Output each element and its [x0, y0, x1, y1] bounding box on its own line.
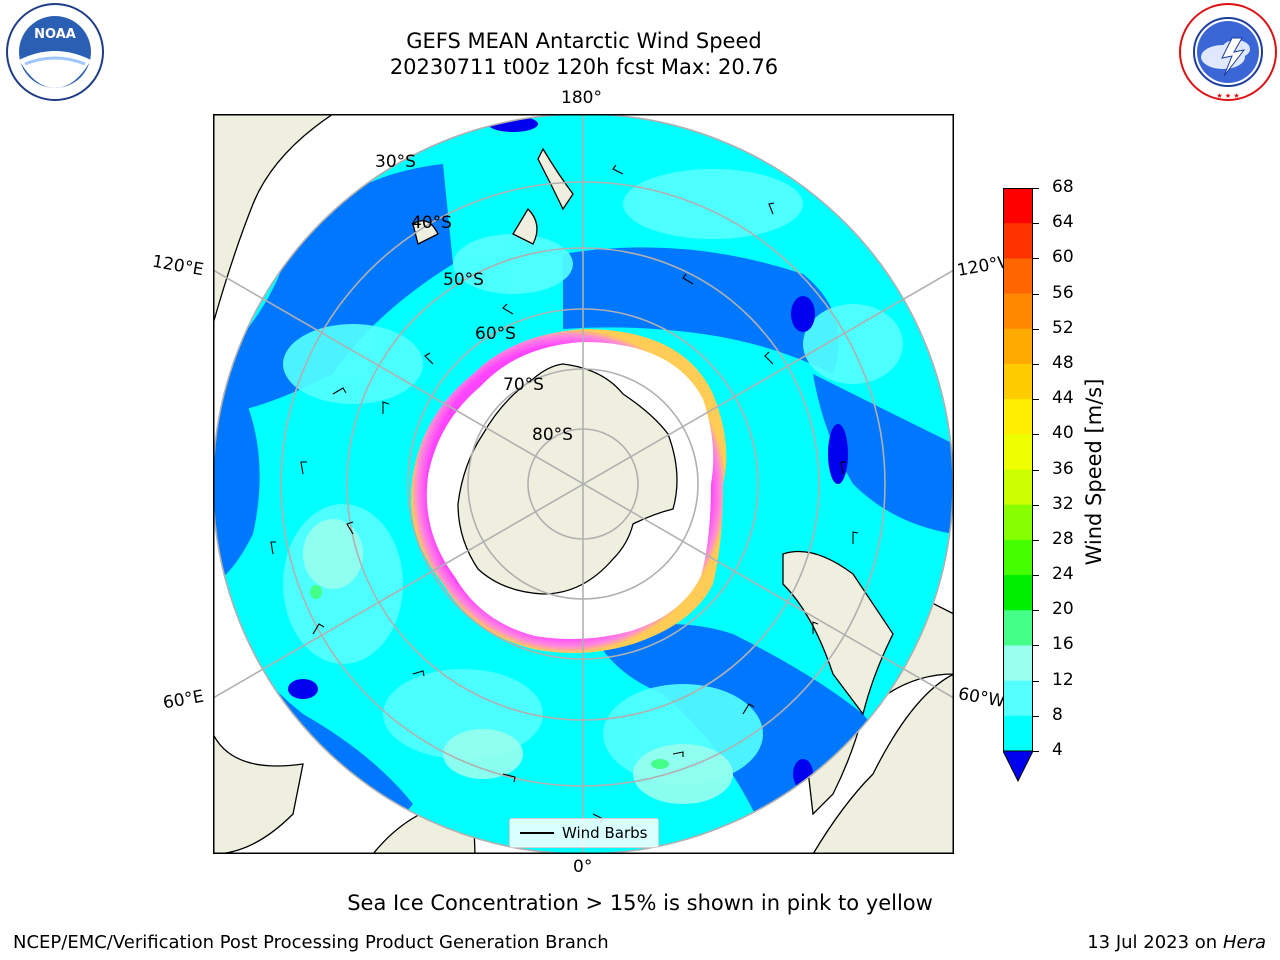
- colorbar-tick: [1033, 399, 1039, 401]
- lat-label-60s: 60°S: [475, 324, 516, 344]
- colorbar-tick-label: 32: [1052, 493, 1074, 514]
- colorbar-tick-label: 36: [1052, 458, 1074, 479]
- noaa-logo: NOAA: [5, 2, 105, 102]
- polar-map: 30°S 40°S 50°S 60°S 70°S 80°S Wind Barbs: [212, 113, 955, 855]
- legend-line: [520, 832, 554, 834]
- colorbar-tick-label: 12: [1052, 669, 1074, 690]
- colorbar-band: [1003, 469, 1033, 506]
- noaa-logo-text: NOAA: [34, 27, 76, 42]
- land-patch: [213, 114, 335, 325]
- lat-label-30s: 30°S: [375, 152, 416, 172]
- colorbar-tick-label: 60: [1052, 247, 1074, 268]
- colorbar-tick-label: 28: [1052, 528, 1074, 549]
- colorbar-tick-label: 20: [1052, 599, 1074, 620]
- colorbar-tick: [1033, 715, 1039, 717]
- sea-ice-note: Sea Ice Concentration > 15% is shown in …: [347, 891, 933, 915]
- colorbar-band: [1003, 328, 1033, 365]
- colorbar-band: [1003, 363, 1033, 400]
- colorbar-band: [1003, 399, 1033, 435]
- colorbar-tick-label: 4: [1052, 740, 1063, 760]
- colorbar-tick: [1033, 293, 1039, 295]
- svg-text:★ ★ ★: ★ ★ ★: [1216, 92, 1239, 100]
- colorbar-tick-label: 8: [1052, 704, 1063, 725]
- colorbar-tick: [1033, 258, 1039, 260]
- colorbar-tick-label: 64: [1052, 212, 1074, 233]
- colorbar-band: [1003, 539, 1033, 576]
- colorbar-tick: [1033, 434, 1039, 436]
- colorbar-band: [1003, 293, 1033, 330]
- lat-label-80s: 80°S: [532, 425, 573, 445]
- colorbar-tick-label: 16: [1052, 634, 1074, 655]
- colorbar-band: [1003, 223, 1033, 259]
- footer-date-text: 13 Jul 2023 on: [1087, 932, 1223, 953]
- colorbar-tick: [1033, 504, 1039, 506]
- antarctica-land: [457, 363, 678, 595]
- colorbar-band: [1003, 645, 1033, 682]
- colorbar-tick-label: 56: [1052, 282, 1074, 303]
- lat-label-40s: 40°S: [411, 213, 452, 233]
- colorbar-tick: [1033, 645, 1039, 647]
- footer-date: 13 Jul 2023 on Hera: [1087, 932, 1266, 953]
- colorbar-tick: [1033, 751, 1039, 752]
- colorbar-band: [1003, 680, 1033, 717]
- colorbar-band: [1003, 610, 1033, 646]
- wind-barbs: [270, 164, 859, 824]
- chart-title-line2: 20230711 t00z 120h fcst Max: 20.76: [389, 55, 779, 79]
- chart-title-line1: GEFS MEAN Antarctic Wind Speed: [406, 29, 762, 53]
- colorbar-band: [1003, 575, 1033, 611]
- colorbar-tick-label: 48: [1052, 352, 1074, 373]
- colorbar-band: [1003, 434, 1033, 470]
- colorbar-tick-label: 52: [1052, 317, 1074, 338]
- nws-logo: ★ ★ ★: [1178, 2, 1278, 102]
- lon-label-60e: 60°E: [161, 686, 206, 714]
- lat-label-70s: 70°S: [503, 375, 544, 395]
- colorbar-tick-label: 24: [1052, 564, 1074, 585]
- lat-label-50s: 50°S: [443, 270, 484, 290]
- colorbar-band: [1003, 504, 1033, 541]
- colorbar-tick: [1033, 469, 1039, 471]
- colorbar: [1002, 188, 1034, 783]
- colorbar-tick: [1033, 223, 1039, 225]
- colorbar-title: Wind Speed [m/s]: [1082, 378, 1106, 566]
- colorbar-tick-label: 68: [1052, 177, 1074, 197]
- colorbar-band: [1003, 258, 1033, 295]
- colorbar-band: [1003, 188, 1033, 224]
- colorbar-outline: [1003, 188, 1033, 752]
- colorbar-tick-label: 44: [1052, 388, 1074, 409]
- colorbar-tick-label: 40: [1052, 423, 1074, 444]
- colorbar-tick: [1033, 188, 1039, 189]
- lon-label-60w: 60°W: [956, 684, 1007, 712]
- lon-label-120e: 120°E: [150, 251, 206, 281]
- wind-barbs-legend: Wind Barbs: [509, 818, 659, 848]
- legend-label: Wind Barbs: [562, 824, 648, 842]
- colorbar-tick: [1033, 575, 1039, 577]
- colorbar-svg: [1002, 188, 1034, 783]
- colorbar-extend-arrow: [1002, 750, 1034, 783]
- footer-credit: NCEP/EMC/Verification Post Processing Pr…: [13, 932, 609, 953]
- lon-label-0: 0°: [573, 857, 593, 877]
- colorbar-band: [1003, 715, 1033, 752]
- colorbar-tick: [1033, 328, 1039, 330]
- colorbar-tick: [1033, 539, 1039, 541]
- colorbar-tick: [1033, 680, 1039, 682]
- colorbar-tick: [1033, 610, 1039, 612]
- colorbar-tick: [1033, 363, 1039, 365]
- lon-label-180: 180°: [561, 88, 602, 108]
- footer-host: Hera: [1222, 932, 1266, 953]
